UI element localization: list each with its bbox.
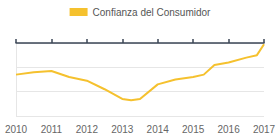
svg-text:2010: 2010 bbox=[5, 124, 28, 134]
svg-text:2012: 2012 bbox=[76, 124, 99, 134]
svg-text:2014: 2014 bbox=[147, 124, 170, 134]
svg-text:2011: 2011 bbox=[41, 124, 63, 134]
svg-text:Confianza del Consumidor: Confianza del Consumidor bbox=[93, 7, 212, 18]
svg-text:2016: 2016 bbox=[217, 124, 240, 134]
svg-text:2017: 2017 bbox=[253, 124, 276, 134]
svg-text:2013: 2013 bbox=[111, 124, 134, 134]
svg-text:2015: 2015 bbox=[182, 124, 205, 134]
